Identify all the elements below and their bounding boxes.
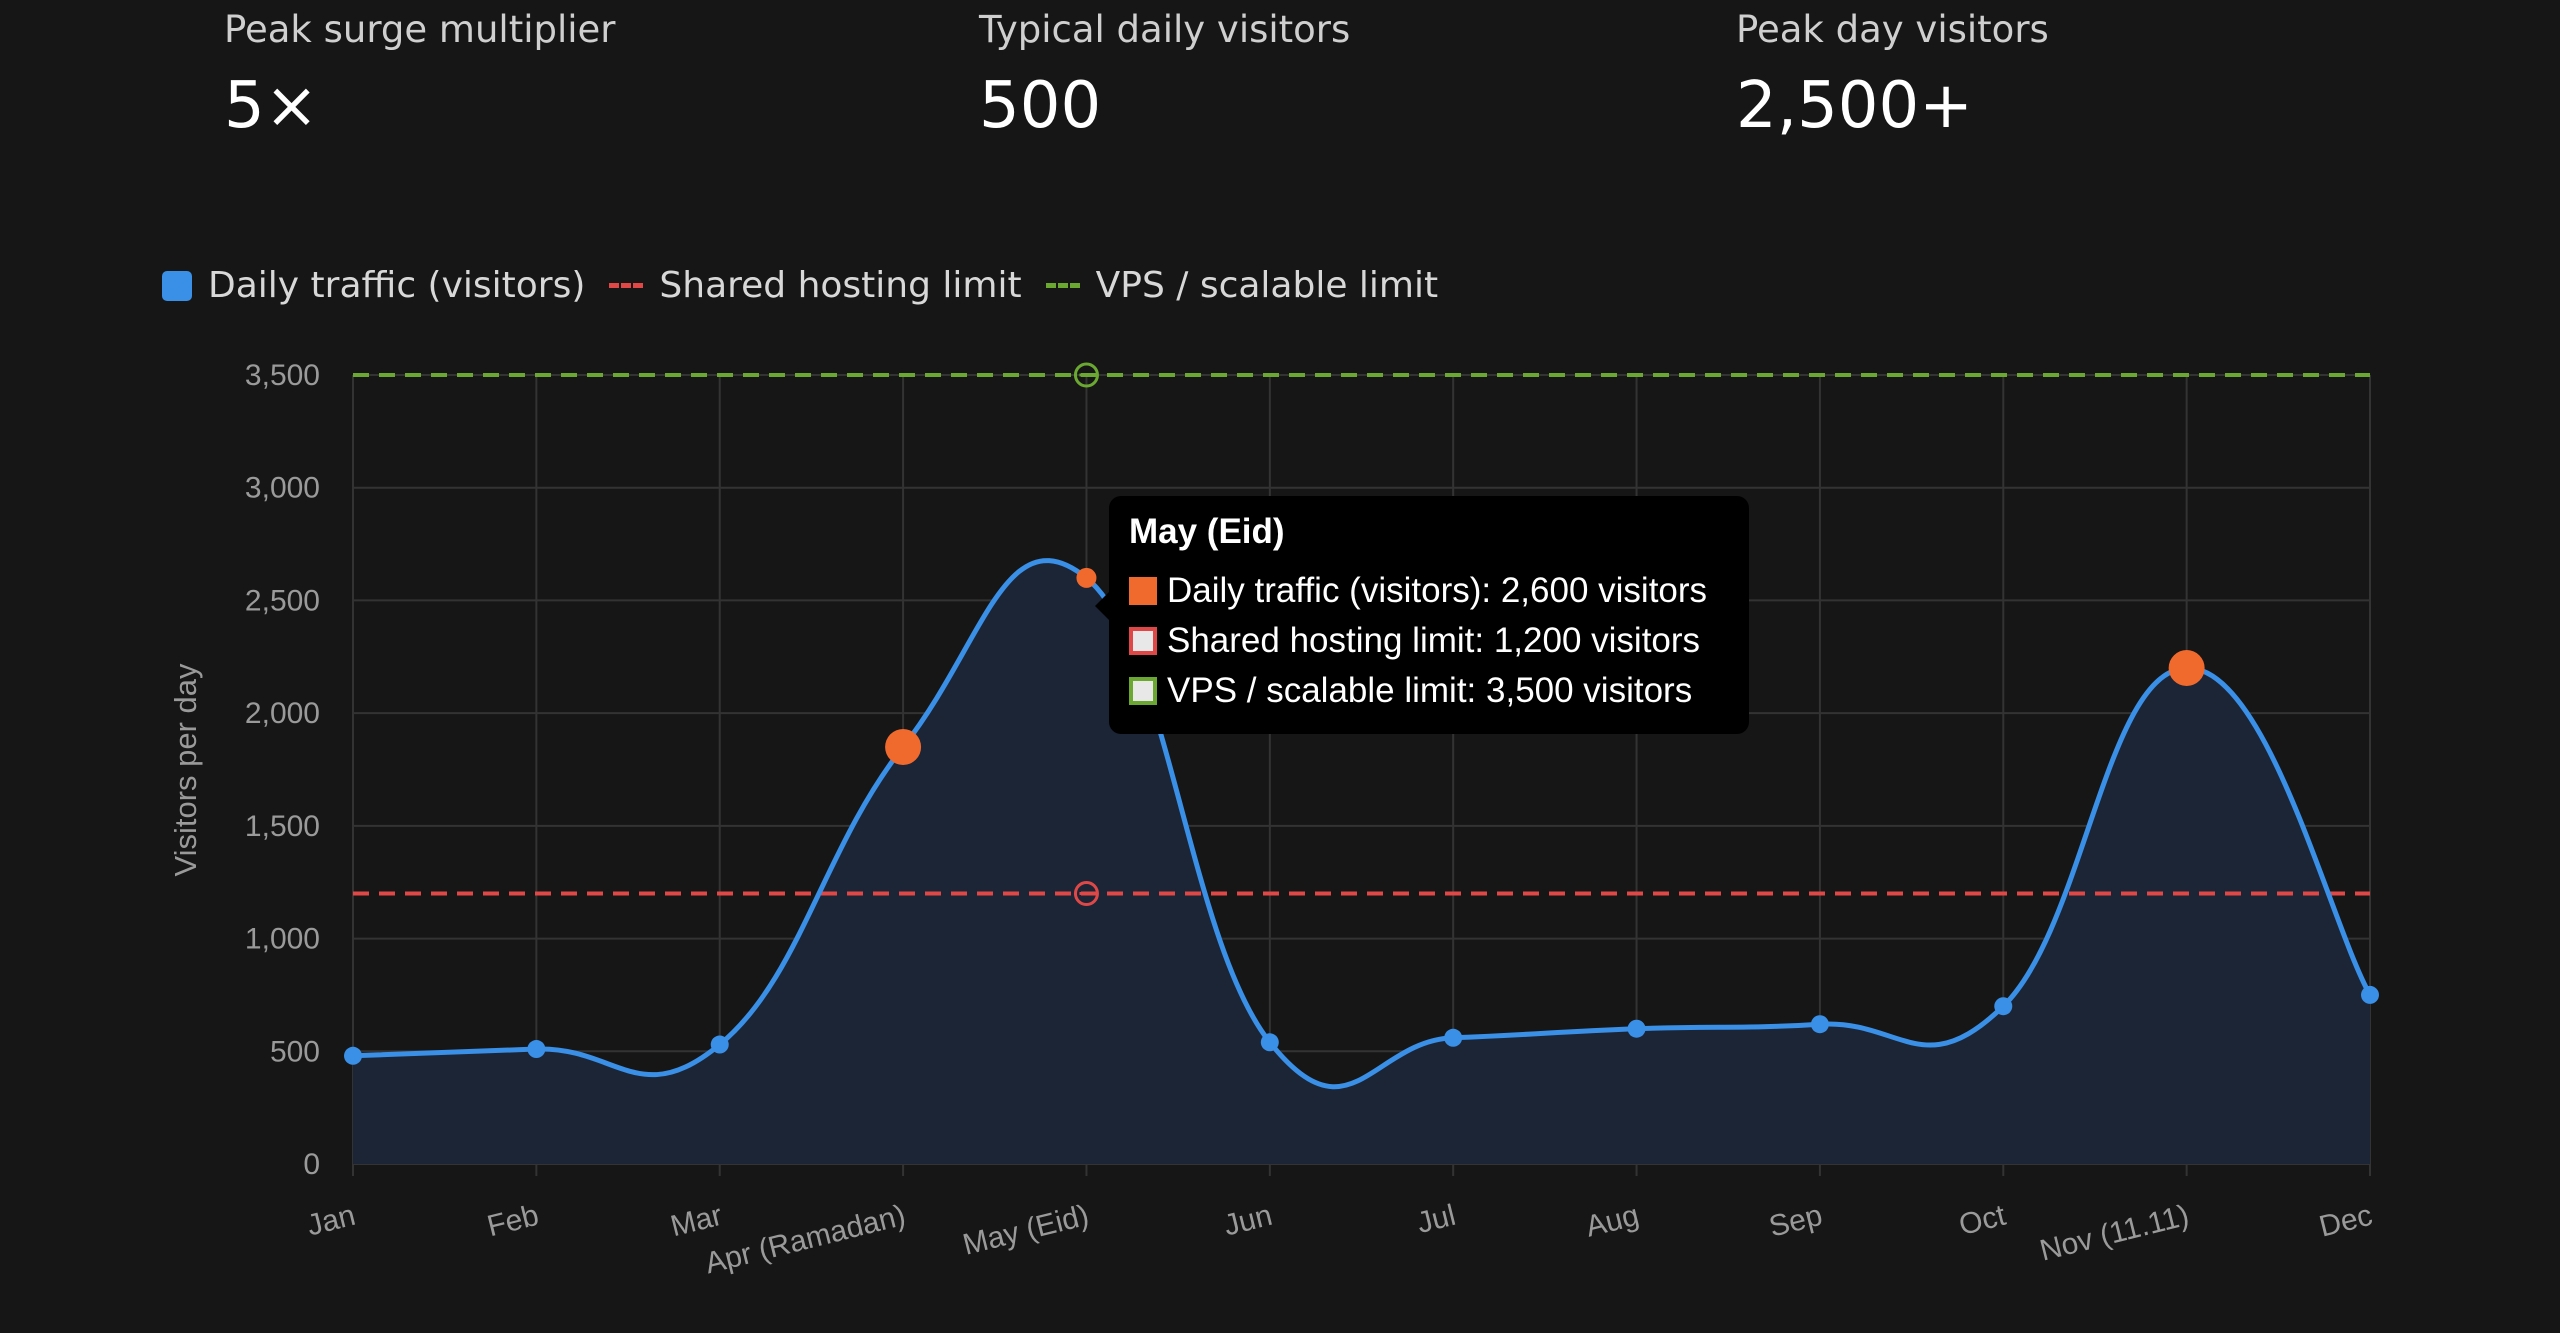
tooltip-arrow	[1095, 592, 1109, 620]
legend-swatch	[162, 270, 192, 301]
legend-swatch	[1045, 283, 1080, 288]
x-tick-label: Jun	[1221, 1199, 1276, 1243]
limit-hover-point	[1073, 880, 1099, 906]
traffic-data-point	[1076, 567, 1097, 588]
traffic-data-point	[1444, 1028, 1463, 1047]
y-tick-label: 500	[270, 1035, 320, 1068]
legend-label: Shared hosting limit	[659, 265, 1022, 306]
stat-value: 5×	[224, 69, 319, 143]
legend-swatch	[609, 283, 644, 288]
chart-tooltip: May (Eid) Daily traffic (visitors): 2,60…	[1095, 496, 1749, 734]
y-tick-label: 2,500	[245, 584, 320, 617]
y-tick-label: 1,000	[245, 923, 320, 956]
x-tick-label: Feb	[484, 1199, 542, 1244]
x-tick-label: Oct	[1956, 1199, 2010, 1242]
legend-label: VPS / scalable limit	[1095, 265, 1439, 306]
traffic-data-point	[2361, 985, 2379, 1004]
stat-peak-day: Peak day visitors 2,500+	[1736, 8, 2049, 143]
traffic-data-point	[527, 1040, 546, 1059]
tooltip-title: May (Eid)	[1129, 512, 1285, 551]
y-tick-label: 1,500	[245, 810, 320, 843]
traffic-area-fill	[353, 560, 2370, 1164]
y-tick-label: 0	[303, 1148, 320, 1181]
traffic-data-point	[344, 1046, 362, 1065]
x-tick-label: Mar	[667, 1199, 725, 1244]
x-tick-label: May (Eid)	[960, 1199, 1093, 1262]
tooltip-row-text: VPS / scalable limit: 3,500 visitors	[1167, 671, 1693, 710]
x-tick-label: Sep	[1766, 1199, 1826, 1244]
tooltip-row-text: Shared hosting limit: 1,200 visitors	[1167, 621, 1701, 660]
traffic-series-line	[352, 558, 2373, 1090]
traffic-data-point	[1260, 1033, 1279, 1052]
traffic-data-point	[885, 728, 922, 765]
limit-hover-point	[1073, 362, 1099, 388]
chart-legend: Daily traffic (visitors) Shared hosting …	[162, 265, 1462, 306]
stat-typical-visitors: Typical daily visitors 500	[979, 8, 1350, 143]
traffic-data-point	[710, 1035, 729, 1054]
stat-value: 2,500+	[1736, 69, 1973, 143]
y-tick-label: 3,000	[245, 472, 320, 505]
stat-peak-surge: Peak surge multiplier 5×	[224, 8, 616, 143]
legend-item-vps-limit[interactable]: VPS / scalable limit	[1045, 265, 1439, 306]
traffic-data-point	[1627, 1019, 1646, 1038]
tooltip-row-vps: VPS / scalable limit: 3,500 visitors	[1129, 666, 1729, 716]
tooltip-row-shared: Shared hosting limit: 1,200 visitors	[1129, 616, 1729, 666]
tooltip-swatch	[1129, 677, 1157, 705]
legend-item-shared-hosting[interactable]: Shared hosting limit	[609, 265, 1022, 306]
stat-label: Peak day visitors	[1736, 8, 2049, 51]
x-tick-label: Apr (Ramadan)	[702, 1199, 909, 1281]
stat-value: 500	[979, 69, 1102, 143]
legend-item-daily-traffic[interactable]: Daily traffic (visitors)	[162, 265, 585, 306]
y-tick-label: 2,000	[245, 697, 320, 730]
stat-label: Typical daily visitors	[979, 8, 1351, 51]
x-tick-label: Aug	[1582, 1199, 1642, 1244]
traffic-data-point	[2168, 650, 2205, 687]
legend-label: Daily traffic (visitors)	[208, 265, 586, 306]
y-tick-label: 3,500	[245, 359, 320, 392]
tooltip-row-text: Daily traffic (visitors): 2,600 visitors	[1167, 571, 1708, 610]
tooltip-swatch	[1129, 627, 1157, 655]
x-tick-label: Dec	[2316, 1199, 2376, 1244]
y-axis-title: Visitors per day	[168, 663, 203, 877]
x-tick-label: Jul	[1414, 1199, 1459, 1240]
traffic-data-point	[1810, 1015, 1829, 1034]
traffic-data-point	[1994, 997, 2013, 1016]
tooltip-swatch	[1129, 577, 1157, 605]
x-tick-label: Jan	[304, 1199, 359, 1243]
stat-label: Peak surge multiplier	[224, 8, 616, 51]
tooltip-row-traffic: Daily traffic (visitors): 2,600 visitors	[1129, 566, 1729, 616]
x-tick-label: Nov (11.11)	[2037, 1199, 2193, 1268]
